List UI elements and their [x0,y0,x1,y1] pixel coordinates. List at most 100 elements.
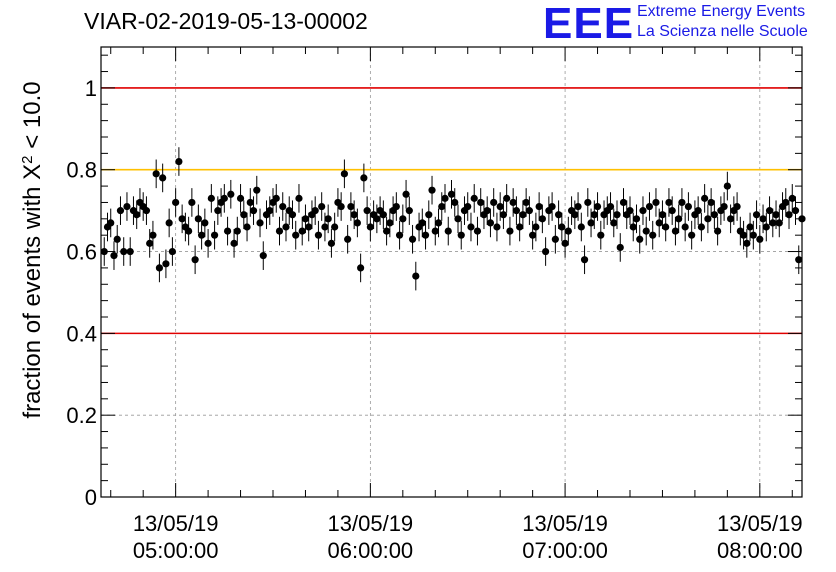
data-point [457,231,465,239]
data-point [532,223,540,231]
data-point [522,198,530,207]
data-point [292,231,300,239]
data-point [542,247,550,256]
data-point [438,202,446,211]
data-point [363,207,371,215]
axis-ticks [101,47,802,498]
data-point [311,207,319,215]
data-point [597,231,605,239]
data-point [782,198,790,207]
data-point [233,227,241,235]
data-point [564,227,572,235]
data-point [408,235,417,243]
data-point [185,227,193,235]
data-point [665,198,673,207]
data-point [616,243,624,252]
data-point [470,194,478,202]
data-point [464,202,472,211]
data-point [652,198,660,207]
y-tick-label: 0.8 [66,158,97,183]
data-point [360,174,368,182]
data-point [279,202,287,211]
data-point [178,215,186,223]
y-tick-label: 1 [85,76,97,101]
data-point [785,211,793,219]
logo-line-1: Extreme Energy Events [637,3,806,20]
data-point [116,207,125,215]
data-point [694,207,702,215]
data-point [584,198,592,207]
data-point [259,252,267,260]
data-point [392,202,400,211]
data-point [198,231,206,239]
data-point [162,260,170,268]
data-point [739,231,748,239]
data-point [321,223,329,231]
data-point [243,223,251,231]
data-point [412,272,420,280]
chart-title: VIAR-02-2019-05-13-00002 [84,8,368,34]
data-point [795,256,803,264]
data-point [220,194,228,202]
data-point [769,219,777,227]
data-point [379,211,387,219]
data-point [759,215,767,223]
reference-lines [101,87,802,335]
data-point [207,194,215,202]
data-point [434,219,443,227]
data-point [444,227,452,235]
data-point [662,223,670,231]
data-point [490,198,498,207]
x-tick-label-date: 13/05/19 [328,511,414,536]
x-tick-label-time: 06:00:00 [328,538,414,563]
data-point [188,198,196,207]
data-point [399,215,407,223]
data-point [123,202,131,211]
data-point [613,211,621,219]
data-point [428,186,436,194]
data-point [249,207,258,215]
data-point [509,198,517,207]
data-point [688,231,696,239]
data-point [256,219,264,227]
data-point [331,223,339,231]
data-point [791,207,800,215]
data-point [629,223,637,231]
data-point [454,215,462,223]
data-point [775,219,783,227]
x-tick-label-date: 13/05/19 [717,511,803,536]
data-point [610,219,618,227]
data-point [327,239,336,247]
data-point [223,227,232,235]
data-point [499,211,508,219]
data-point [529,231,537,239]
data-point [324,215,332,223]
data-point [236,194,245,202]
data-point [655,219,663,227]
data-point [318,202,326,211]
data-point [626,207,634,215]
y-tick-label: 0 [85,485,97,510]
data-point [551,235,559,243]
data-point [710,211,718,219]
data-point [230,239,238,247]
data-point [152,170,160,178]
data-point [282,223,290,231]
data-point [577,223,585,231]
data-point [535,202,543,211]
data-point [344,235,352,243]
data-point [675,215,683,223]
data-point [574,202,582,211]
data-point [701,194,709,202]
data-point [253,186,261,194]
data-point [149,231,157,239]
data-point [353,219,361,227]
data-point [580,256,589,264]
data-point [159,174,167,182]
data-point [210,231,219,239]
data-point [642,227,650,235]
data-point [431,227,439,235]
data-point [142,207,151,215]
data-point [671,227,680,235]
data-point [788,194,796,202]
